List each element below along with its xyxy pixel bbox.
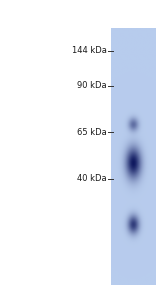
Bar <box>111 29 156 285</box>
Text: 65 kDa: 65 kDa <box>77 128 106 137</box>
Text: 90 kDa: 90 kDa <box>77 81 106 90</box>
Text: 40 kDa: 40 kDa <box>77 175 106 183</box>
Text: 144 kDa: 144 kDa <box>72 47 106 55</box>
